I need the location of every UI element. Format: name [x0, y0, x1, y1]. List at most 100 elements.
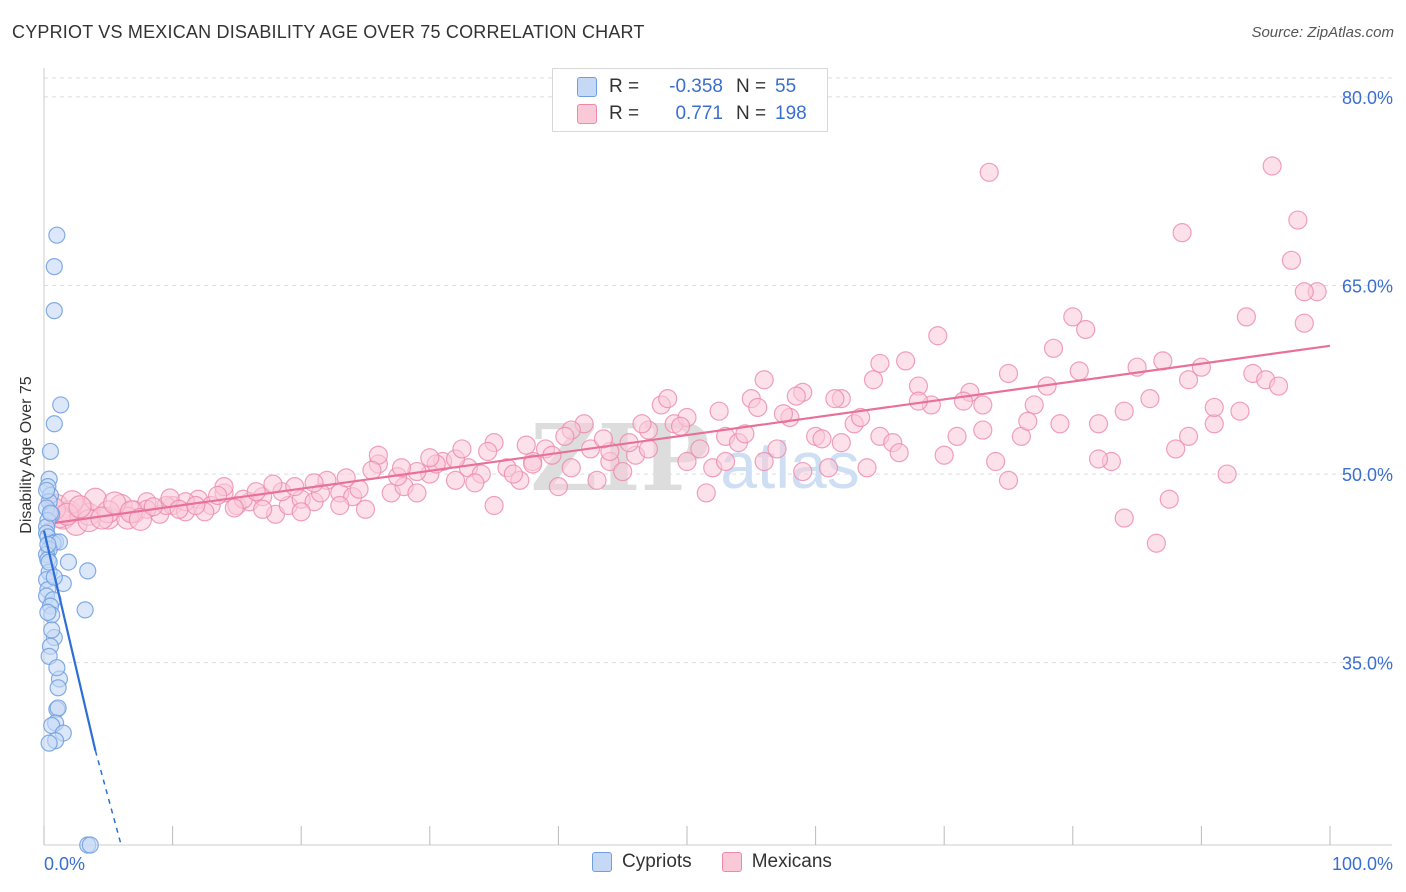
mexicans-point: [1088, 449, 1109, 469]
y-tick-label: 80.0%: [1342, 88, 1393, 108]
cypriots-trendline: [42, 530, 97, 751]
mexicans-point: [896, 351, 916, 371]
mexicans-point: [263, 474, 283, 494]
cypriots-point: [79, 562, 97, 580]
mexicans-point: [445, 470, 466, 490]
mexicans-point: [1088, 414, 1109, 434]
mexicans-point: [169, 499, 189, 519]
cypriots-points: [37, 226, 99, 854]
mexicans-point: [979, 162, 999, 182]
mexicans-point: [748, 397, 768, 418]
y-tick-label: 35.0%: [1342, 654, 1393, 674]
mexicans-point: [1178, 370, 1199, 390]
mexicans-point: [304, 473, 324, 493]
cypriots-point: [52, 396, 70, 414]
mexicans-point: [503, 464, 523, 484]
mexicans-point: [831, 433, 851, 453]
mexicans-point: [523, 454, 543, 474]
cypriots-point: [49, 679, 67, 697]
legend-item-cypriots[interactable]: Cypriots: [592, 851, 692, 873]
mexicans-point: [465, 473, 485, 493]
mexicans-point: [1204, 397, 1224, 418]
mexicans-swatch: [721, 852, 742, 872]
legend-row-cypriots: R = -0.358 N = 55: [577, 75, 825, 99]
mexicans-point: [1294, 282, 1314, 302]
mexicans-point: [1018, 411, 1038, 431]
mexicans-point: [1178, 426, 1199, 446]
mexicans-point: [478, 441, 498, 462]
mexicans-point: [285, 477, 305, 497]
legend-n-label: N =: [735, 103, 767, 124]
mexicans-point: [1024, 395, 1044, 415]
mexicans-point: [1204, 414, 1224, 434]
legend-n-label: N =: [735, 76, 767, 97]
mexicans-point: [593, 429, 614, 449]
cypriots-swatch: [592, 852, 612, 872]
mexicans-point: [638, 439, 659, 459]
mexicans-point: [1236, 307, 1257, 327]
mexicans-point: [709, 401, 729, 421]
x-tick-label: 100.0%: [1332, 854, 1393, 874]
cypriots-point: [45, 415, 63, 433]
mexicans-point: [677, 451, 697, 472]
mexicans-point: [330, 495, 350, 516]
mexicans-point: [1268, 376, 1289, 396]
legend-label-cypriots: Cypriots: [622, 851, 692, 872]
source-credit: Source: ZipAtlas.com: [1251, 24, 1394, 41]
legend-label-mexicans: Mexicans: [751, 851, 832, 872]
mexicans-swatch: [577, 104, 597, 124]
cypriots-point: [49, 699, 67, 717]
mexicans-point: [587, 470, 607, 490]
mexicans-point: [1262, 156, 1282, 176]
mexicans-point: [690, 439, 710, 459]
mexicans-point: [767, 439, 787, 459]
mexicans-point: [1069, 361, 1089, 381]
mexicans-point: [516, 435, 536, 455]
cypriots-point: [41, 442, 60, 461]
mexicans-point: [555, 426, 575, 446]
chart-title: CYPRIOT VS MEXICAN DISABILITY AGE OVER 7…: [12, 22, 645, 42]
mexicans-point: [793, 461, 813, 482]
mexicans-point: [613, 461, 633, 482]
legend-item-mexicans[interactable]: Mexicans: [721, 851, 832, 873]
cypriots-point: [40, 734, 58, 752]
mexicans-point: [754, 370, 774, 390]
correlation-legend: R = -0.358 N = 55 R = 0.771 N = 198: [552, 68, 828, 132]
mexicans-point: [355, 499, 376, 519]
mexicans-point: [1191, 357, 1212, 377]
mexicans-point: [786, 386, 806, 406]
mexicans-point: [291, 502, 311, 522]
mexicans-point: [1114, 401, 1134, 421]
y-tick-label: 50.0%: [1342, 465, 1393, 485]
mexicans-point: [452, 439, 472, 459]
mexicans-point: [857, 458, 877, 478]
cypriots-point: [43, 621, 61, 639]
mexicans-point: [1076, 319, 1096, 340]
mexicans-point: [998, 470, 1019, 490]
mexicans-point: [851, 407, 871, 428]
legend-n-value: 55: [775, 76, 797, 97]
mexicans-point: [812, 429, 832, 449]
mexicans-point: [947, 426, 967, 446]
mexicans-point: [1140, 389, 1160, 409]
series-legend: Cypriots Mexicans: [592, 851, 862, 873]
legend-n-value: 198: [775, 103, 807, 124]
cypriots-point: [59, 553, 78, 571]
mexicans-point: [1294, 313, 1314, 333]
mexicans-point: [246, 482, 266, 502]
cypriots-trendline-extension: [94, 750, 122, 846]
mexicans-point: [715, 451, 736, 472]
legend-r-label: R =: [609, 103, 640, 124]
mexicans-point: [484, 495, 504, 516]
mexicans-point: [1114, 508, 1134, 528]
mexicans-point: [1172, 223, 1192, 243]
mexicans-point: [986, 451, 1006, 472]
x-tick-label: 0.0%: [44, 854, 85, 874]
mexicans-point: [1166, 439, 1186, 459]
legend-row-mexicans: R = 0.771 N = 198: [577, 102, 825, 126]
cypriots-point: [48, 226, 66, 244]
mexicans-point: [998, 363, 1019, 384]
mexicans-point: [889, 443, 909, 463]
mexicans-point: [863, 370, 884, 390]
